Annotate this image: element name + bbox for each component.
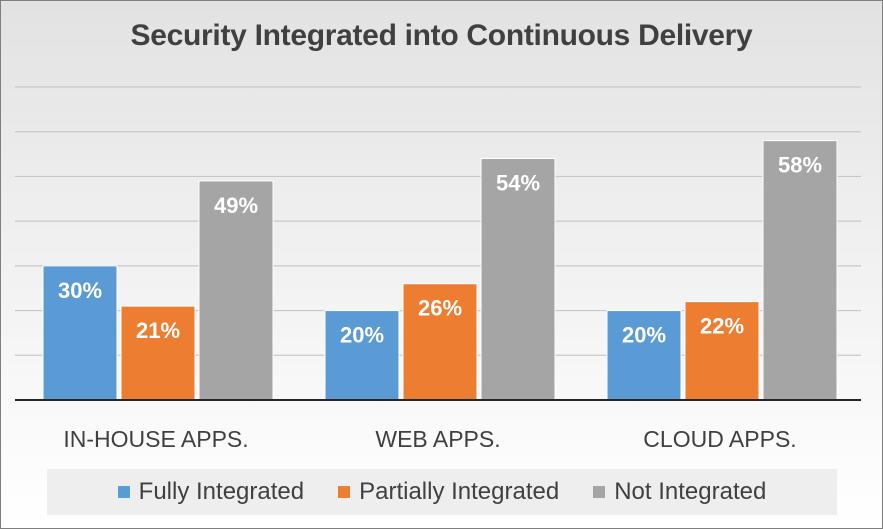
category-label: IN-HOUSE APPS. xyxy=(63,426,248,452)
data-label: 49% xyxy=(214,193,258,218)
bar xyxy=(762,140,838,401)
bar xyxy=(120,305,196,401)
legend: Fully Integrated Partially Integrated Not … xyxy=(47,469,837,515)
bar xyxy=(402,283,478,401)
bar xyxy=(324,310,400,401)
legend-item: Partially Integrated xyxy=(338,478,559,506)
category-label: WEB APPS. xyxy=(375,426,500,452)
legend-label: Fully Integrated xyxy=(138,478,305,505)
legend-label: Not Integrated xyxy=(614,478,767,505)
legend-swatch xyxy=(117,486,130,498)
legend-swatch xyxy=(338,486,351,498)
bar xyxy=(480,158,556,401)
legend-label: Partially Integrated xyxy=(359,478,560,505)
chart-title: Security Integrated into Continuous Deli… xyxy=(130,19,753,52)
legend-item: Not Integrated xyxy=(593,478,766,506)
data-label: 26% xyxy=(418,296,462,321)
data-label: 21% xyxy=(136,318,180,343)
legend-swatch xyxy=(593,486,606,498)
category-label: CLOUD APPS. xyxy=(643,426,796,452)
bar xyxy=(606,310,682,401)
legend-item: Fully Integrated xyxy=(117,478,305,506)
data-label: 20% xyxy=(622,323,666,348)
data-label: 22% xyxy=(700,314,744,339)
data-label: 58% xyxy=(778,153,822,178)
bar xyxy=(42,265,118,401)
plot-area: 30% 21% 49% IN-HOUSE APPS. 20% 26% 54% WEB APPS… xyxy=(15,86,861,452)
bar xyxy=(684,301,760,401)
data-label: 30% xyxy=(58,278,102,303)
data-label: 20% xyxy=(340,323,384,348)
data-label: 54% xyxy=(496,171,540,196)
